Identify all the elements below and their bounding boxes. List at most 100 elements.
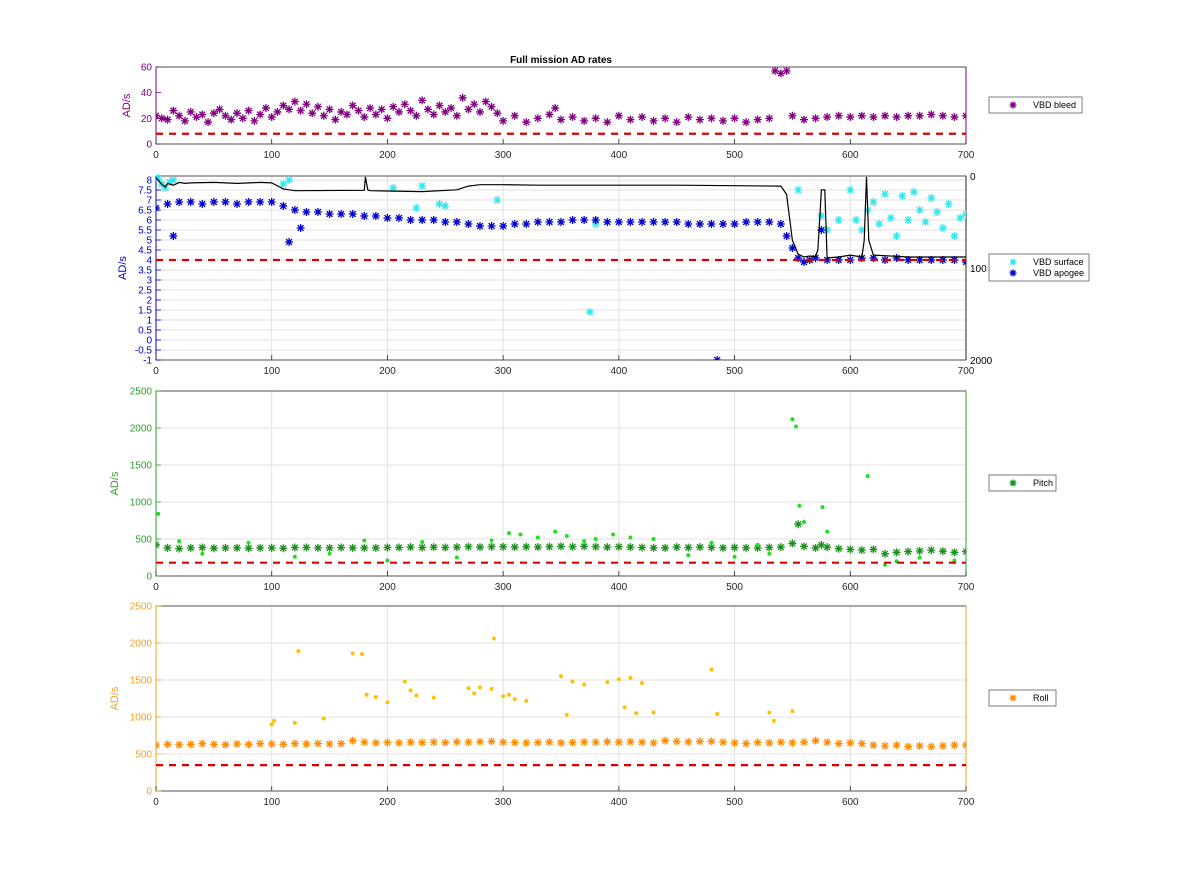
- data-point: [244, 544, 253, 553]
- y-tick-label: 6: [146, 216, 152, 227]
- data-point: [296, 649, 301, 654]
- y2-tick-label: 0: [970, 172, 976, 183]
- data-point: [186, 740, 195, 749]
- data-point: [377, 105, 386, 114]
- data-point: [395, 543, 403, 552]
- data-point: [557, 738, 565, 747]
- data-point: [371, 738, 380, 747]
- data-point: [626, 737, 635, 746]
- data-point: [719, 738, 727, 747]
- data-point: [292, 720, 297, 725]
- data-point: [261, 104, 270, 113]
- data-point: [790, 417, 795, 422]
- data-point: [348, 543, 357, 552]
- legend-label: VBD bleed: [1033, 100, 1076, 110]
- x-tick-label: 700: [958, 797, 975, 808]
- x-tick-label: 300: [495, 797, 512, 808]
- data-point: [169, 176, 178, 184]
- data-point: [651, 710, 656, 715]
- data-point: [364, 692, 369, 697]
- data-point: [418, 182, 427, 190]
- data-point: [933, 208, 942, 216]
- data-point: [730, 114, 739, 123]
- data-point: [881, 741, 889, 750]
- data-point: [487, 222, 496, 230]
- data-point: [962, 741, 966, 750]
- data-point: [302, 100, 311, 109]
- data-point: [707, 543, 716, 552]
- data-point: [551, 104, 560, 113]
- data-point: [186, 543, 195, 552]
- data-point: [524, 698, 529, 703]
- data-point: [800, 115, 808, 124]
- y-tick-label: 6.5: [138, 206, 152, 217]
- data-point: [522, 220, 531, 228]
- data-point: [385, 700, 390, 705]
- data-point: [406, 543, 415, 552]
- x-tick-label: 600: [842, 150, 859, 161]
- data-point: [180, 116, 189, 125]
- data-point: [559, 674, 563, 679]
- data-point: [765, 218, 774, 226]
- data-point: [591, 114, 600, 123]
- y2-tick-label: 100: [970, 264, 987, 275]
- data-point: [545, 738, 554, 747]
- data-point: [638, 113, 646, 122]
- legend-box: [988, 474, 1057, 492]
- data-point: [458, 93, 467, 102]
- data-point: [272, 718, 277, 723]
- data-point: [846, 186, 855, 194]
- y2-tick-label: 2000: [970, 356, 993, 367]
- data-point: [360, 543, 369, 552]
- data-point: [765, 738, 774, 747]
- data-point: [788, 738, 797, 747]
- data-point: [400, 100, 409, 109]
- y-tick-label: 2: [146, 296, 152, 307]
- data-point: [915, 546, 924, 555]
- data-point: [360, 738, 369, 747]
- y-tick-label: 7: [146, 196, 152, 207]
- data-point: [684, 113, 693, 122]
- data-point: [487, 102, 496, 111]
- data-point: [359, 652, 364, 657]
- data-point: [250, 116, 259, 125]
- y-tick-label: 2.5: [138, 286, 152, 297]
- data-point: [782, 66, 791, 75]
- data-point: [348, 736, 357, 745]
- y-tick-label: -0.5: [135, 346, 153, 357]
- data-point: [753, 115, 762, 124]
- data-point: [533, 543, 542, 552]
- data-point: [238, 114, 247, 123]
- data-point: [290, 543, 299, 552]
- x-tick-label: 500: [726, 582, 743, 593]
- data-point: [661, 114, 670, 123]
- legend-label: VBD apogee: [1033, 268, 1084, 278]
- data-point: [927, 194, 936, 202]
- x-tick-label: 200: [379, 150, 396, 161]
- data-point: [649, 116, 658, 125]
- data-point: [649, 543, 658, 552]
- data-point: [909, 188, 918, 196]
- data-point: [348, 101, 357, 110]
- data-point: [672, 543, 681, 552]
- data-point: [371, 110, 380, 119]
- data-point: [640, 680, 644, 685]
- data-point: [256, 110, 265, 119]
- data-point: [156, 204, 160, 212]
- data-point: [553, 529, 558, 534]
- data-point: [412, 204, 421, 212]
- data-point: [510, 738, 519, 747]
- data-point: [857, 739, 866, 748]
- data-point: [883, 562, 887, 567]
- data-point: [790, 709, 795, 714]
- data-point: [628, 675, 633, 680]
- data-point: [371, 212, 380, 220]
- y-tick-label: 1500: [130, 461, 153, 472]
- data-point: [817, 226, 826, 234]
- data-point: [638, 738, 646, 747]
- data-point: [385, 558, 390, 563]
- data-point: [568, 113, 577, 122]
- data-point: [429, 216, 438, 224]
- data-point: [927, 546, 936, 555]
- data-point: [221, 740, 230, 749]
